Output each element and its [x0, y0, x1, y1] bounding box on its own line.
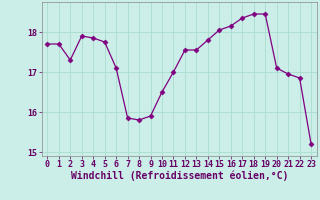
X-axis label: Windchill (Refroidissement éolien,°C): Windchill (Refroidissement éolien,°C) — [70, 171, 288, 181]
